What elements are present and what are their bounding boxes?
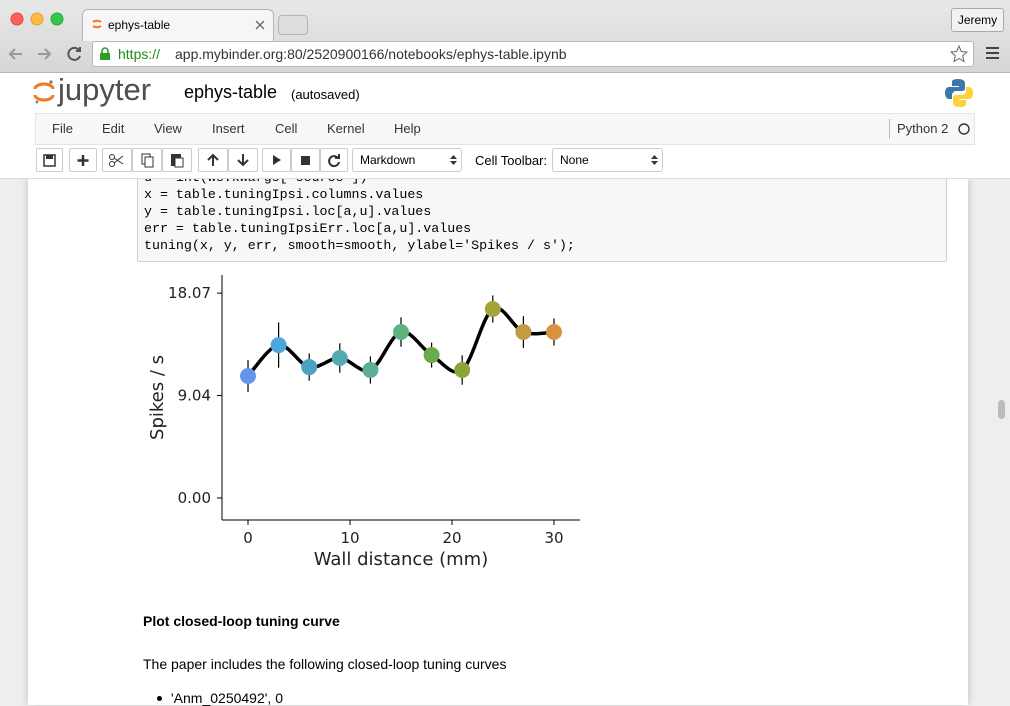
code-line: x = table.tuningIpsi.columns.values (144, 187, 424, 202)
data-point (454, 362, 471, 379)
data-point (423, 347, 440, 364)
cell-toolbar-label: Cell Toolbar: (475, 153, 548, 168)
insert-cell-button[interactable] (69, 148, 97, 172)
browser-chrome: ephys-table Jeremy https:// app.mybinder… (0, 0, 1010, 73)
notebook-name[interactable]: ephys-table (184, 82, 278, 102)
cell-type-select[interactable]: Markdown (352, 148, 462, 172)
kernel-name: Python 2 (897, 121, 949, 136)
restart-button[interactable] (320, 148, 348, 172)
window-controls (10, 12, 64, 26)
browser-tab[interactable]: ephys-table (82, 9, 274, 41)
move-up-button[interactable] (198, 148, 228, 172)
data-point (545, 324, 562, 341)
x-tick-label: 10 (340, 529, 359, 547)
user-button[interactable]: Jeremy (951, 8, 1004, 32)
url-scheme: https:// (118, 46, 161, 62)
stop-button[interactable] (291, 148, 320, 172)
data-point (393, 324, 409, 341)
menu-item[interactable]: Kernel (327, 121, 365, 136)
y-axis-label: Spikes / s (147, 355, 168, 440)
x-tick-label: 30 (544, 529, 563, 547)
save-button[interactable] (36, 148, 63, 172)
code-line: tuning(x, y, err, smooth=smooth, ylabel=… (144, 238, 575, 253)
cell-toolbar-value: None (560, 153, 589, 167)
data-point (331, 349, 348, 366)
menu-item[interactable]: Insert (212, 121, 245, 136)
code-line: y = table.tuningIpsi.loc[a,u].values (144, 204, 432, 219)
chart: 0.00 9.04 18.07 0 10 20 30 Wall distance (mm) Sp… (147, 275, 580, 570)
tab-title: ephys-table (108, 18, 171, 32)
address-bar[interactable]: https:// app.mybinder.org:80/2520900166/… (92, 41, 974, 67)
menu-bar: Python 2 File Edit View Insert Cell Kernel Hel… (35, 113, 975, 145)
y-tick-label: 9.04 (178, 387, 211, 405)
cell-type: Markdown (360, 153, 416, 167)
x-axis-label: Wall distance (mm) (314, 549, 489, 570)
x-tick-label: 0 (243, 529, 253, 547)
y-tick-label: 0.00 (178, 489, 211, 507)
menu-item[interactable]: File (52, 121, 73, 136)
nav-buttons (8, 46, 81, 61)
data-point (515, 324, 532, 341)
autosave-status: (autosaved) (291, 87, 360, 102)
paste-button[interactable] (162, 148, 192, 172)
move-down-button[interactable] (228, 148, 258, 172)
logo-text: jupyter (58, 72, 152, 107)
python-logo (945, 79, 973, 107)
data-point (484, 301, 501, 318)
copy-button[interactable] (132, 148, 162, 172)
cut-button[interactable] (102, 148, 132, 172)
code-line: err = table.tuningIpsiErr.loc[a,u].value… (144, 221, 472, 236)
markdown-heading: Plot closed-loop tuning curve (143, 613, 340, 629)
y-tick-label: 18.07 (168, 284, 211, 302)
jupyter-logo (33, 80, 55, 104)
list-item: 'Anm_0250492', 0 (171, 690, 283, 706)
cell-toolbar-select[interactable]: None (552, 148, 663, 172)
menu-item[interactable]: Cell (275, 121, 298, 136)
kernel-indicator (958, 123, 970, 135)
list-bullet (157, 696, 162, 701)
menu-icon[interactable] (985, 46, 1001, 60)
data-point (301, 359, 318, 376)
jupyter-header: jupyter ephys-table (autosaved) Python 2… (0, 72, 1010, 179)
menu-item[interactable]: Edit (102, 121, 125, 136)
data-point (270, 337, 287, 354)
new-tab[interactable] (278, 15, 308, 35)
menu-item[interactable]: Help (394, 121, 421, 136)
notebook-container (28, 178, 968, 705)
x-tick-label: 20 (442, 529, 461, 547)
data-point (240, 368, 257, 385)
url-path: app.mybinder.org:80/2520900166/notebooks… (175, 46, 567, 62)
menu-item[interactable]: View (154, 121, 182, 136)
run-button[interactable] (262, 148, 291, 172)
markdown-paragraph: The paper includes the following closed-… (143, 656, 507, 672)
scrollbar-thumb[interactable] (998, 400, 1005, 419)
data-point (362, 362, 379, 379)
